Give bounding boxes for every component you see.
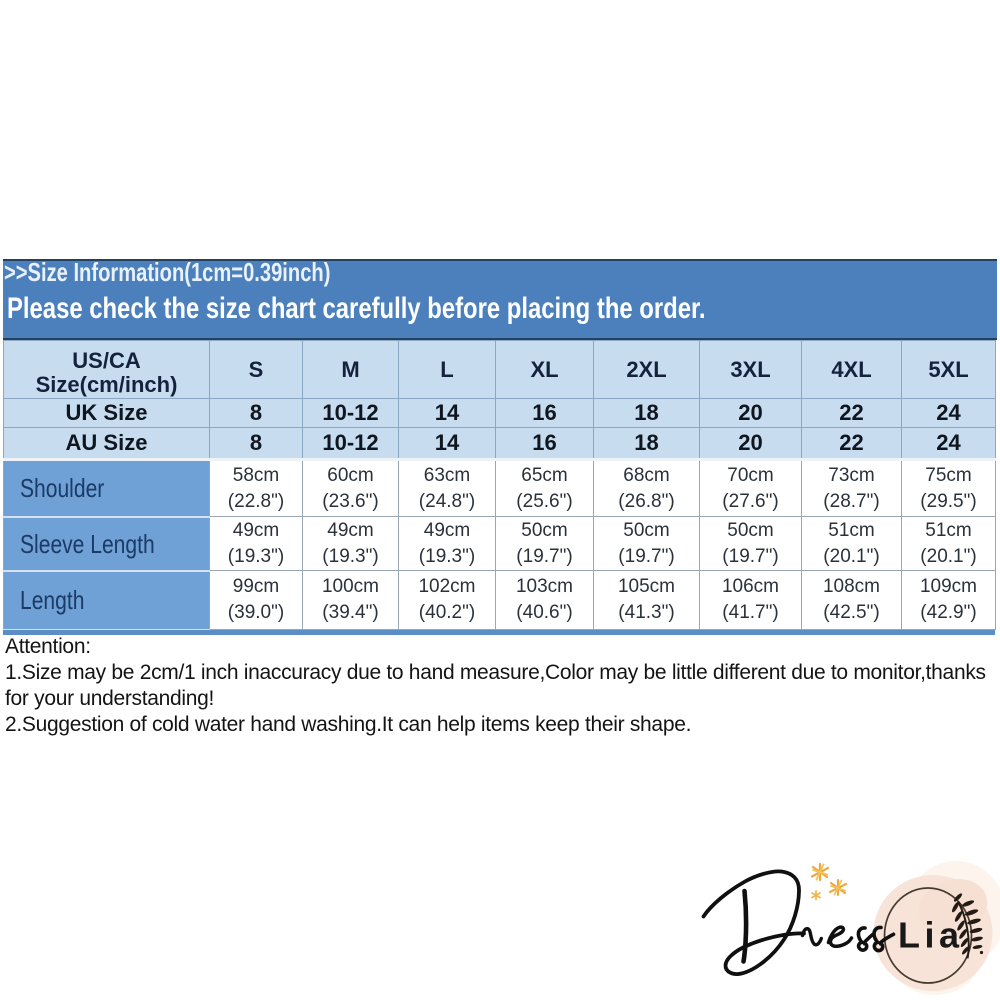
- svg-text:Lia: Lia: [898, 915, 964, 956]
